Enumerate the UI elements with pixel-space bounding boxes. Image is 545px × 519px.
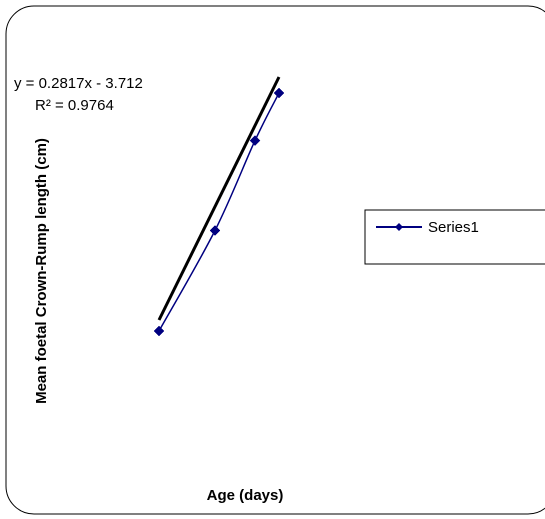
y-axis-title: Mean foetal Crown-Rump length (cm) bbox=[33, 138, 50, 404]
chart-area-border bbox=[5, 5, 545, 515]
legend-series-label: Series1 bbox=[428, 219, 479, 236]
plot-area bbox=[153, 76, 285, 337]
series-point-4 bbox=[273, 87, 285, 99]
series-line bbox=[158, 92, 280, 332]
legend-series-marker bbox=[395, 223, 403, 231]
trendline-r-squared: R² = 0.9764 bbox=[35, 97, 114, 114]
trendline-equation: y = 0.2817x - 3.712 bbox=[14, 75, 143, 92]
legend-box bbox=[364, 209, 545, 265]
series-point-2 bbox=[209, 225, 221, 236]
series-point-1 bbox=[153, 325, 165, 337]
trendline bbox=[157, 76, 281, 321]
x-axis-title: Age (days) bbox=[207, 487, 284, 504]
legend: Series1 bbox=[364, 209, 545, 265]
series-point-3 bbox=[249, 135, 261, 146]
